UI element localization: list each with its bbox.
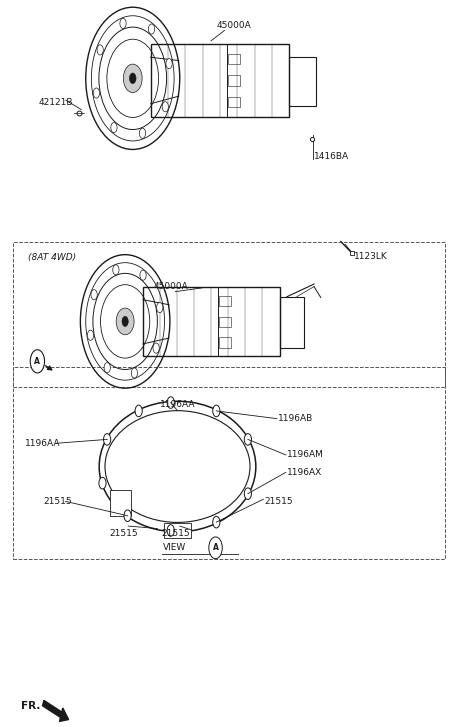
Text: 42121B: 42121B	[39, 97, 73, 107]
Circle shape	[162, 102, 168, 112]
Circle shape	[104, 433, 111, 445]
Bar	[220, 296, 231, 306]
Text: 1196AX: 1196AX	[287, 468, 322, 477]
Bar	[143, 287, 280, 356]
Text: 21515: 21515	[265, 497, 293, 506]
Bar	[13, 367, 445, 559]
Text: A: A	[35, 357, 40, 366]
Bar	[220, 337, 231, 348]
Text: 45000A: 45000A	[216, 20, 251, 30]
Ellipse shape	[123, 64, 142, 92]
Ellipse shape	[116, 308, 134, 334]
Bar	[229, 76, 239, 86]
Bar	[229, 97, 239, 108]
Bar	[13, 241, 445, 387]
Circle shape	[213, 405, 220, 417]
Circle shape	[149, 24, 154, 34]
Circle shape	[129, 73, 136, 84]
Text: FR.: FR.	[21, 701, 40, 711]
Circle shape	[166, 59, 172, 68]
Bar	[290, 57, 316, 106]
Text: 1196AM: 1196AM	[287, 451, 324, 459]
Circle shape	[30, 350, 44, 373]
Circle shape	[122, 316, 128, 326]
Circle shape	[131, 368, 137, 378]
Circle shape	[93, 88, 100, 98]
Circle shape	[139, 128, 145, 138]
Circle shape	[209, 537, 222, 558]
Circle shape	[124, 510, 131, 521]
Text: 1196AA: 1196AA	[25, 439, 61, 448]
Circle shape	[91, 289, 97, 300]
Text: 1196AB: 1196AB	[278, 414, 313, 423]
Bar	[151, 44, 290, 117]
Circle shape	[213, 516, 220, 528]
Text: A: A	[213, 543, 219, 553]
Bar	[280, 297, 304, 348]
Bar	[110, 490, 132, 515]
Text: 1196AA: 1196AA	[160, 400, 195, 409]
Text: VIEW: VIEW	[163, 543, 186, 553]
Circle shape	[111, 123, 117, 133]
Circle shape	[120, 18, 126, 28]
FancyArrow shape	[43, 700, 69, 721]
Text: 1416BA: 1416BA	[314, 152, 349, 161]
Circle shape	[135, 405, 142, 417]
Circle shape	[97, 45, 103, 55]
Text: 21515: 21515	[43, 497, 72, 506]
Circle shape	[244, 488, 251, 499]
Circle shape	[244, 433, 251, 445]
Text: (8AT 4WD): (8AT 4WD)	[27, 253, 76, 262]
Circle shape	[113, 265, 119, 275]
Circle shape	[157, 302, 163, 313]
Circle shape	[140, 270, 146, 280]
Text: 1123LK: 1123LK	[354, 252, 388, 260]
Circle shape	[153, 343, 159, 353]
Circle shape	[104, 363, 110, 373]
Circle shape	[167, 397, 174, 409]
Text: 45000A: 45000A	[154, 282, 188, 291]
Circle shape	[99, 478, 106, 489]
Circle shape	[167, 525, 174, 537]
Text: 21515: 21515	[161, 529, 189, 538]
Text: 21515: 21515	[110, 529, 138, 538]
Bar	[229, 54, 239, 64]
Bar	[220, 317, 231, 327]
Circle shape	[88, 330, 94, 340]
Bar	[164, 523, 191, 538]
